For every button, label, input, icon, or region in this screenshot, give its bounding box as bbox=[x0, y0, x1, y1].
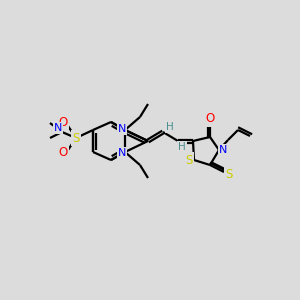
Text: N: N bbox=[219, 145, 227, 155]
Text: O: O bbox=[58, 116, 68, 130]
Text: S: S bbox=[72, 131, 80, 145]
Text: S: S bbox=[225, 167, 233, 181]
Text: H: H bbox=[178, 142, 186, 152]
Text: H: H bbox=[166, 122, 174, 132]
Text: N: N bbox=[118, 148, 126, 158]
Text: O: O bbox=[58, 146, 68, 160]
Text: O: O bbox=[206, 112, 214, 125]
Text: N: N bbox=[118, 124, 126, 134]
Text: N: N bbox=[54, 123, 62, 133]
Text: S: S bbox=[185, 154, 193, 166]
